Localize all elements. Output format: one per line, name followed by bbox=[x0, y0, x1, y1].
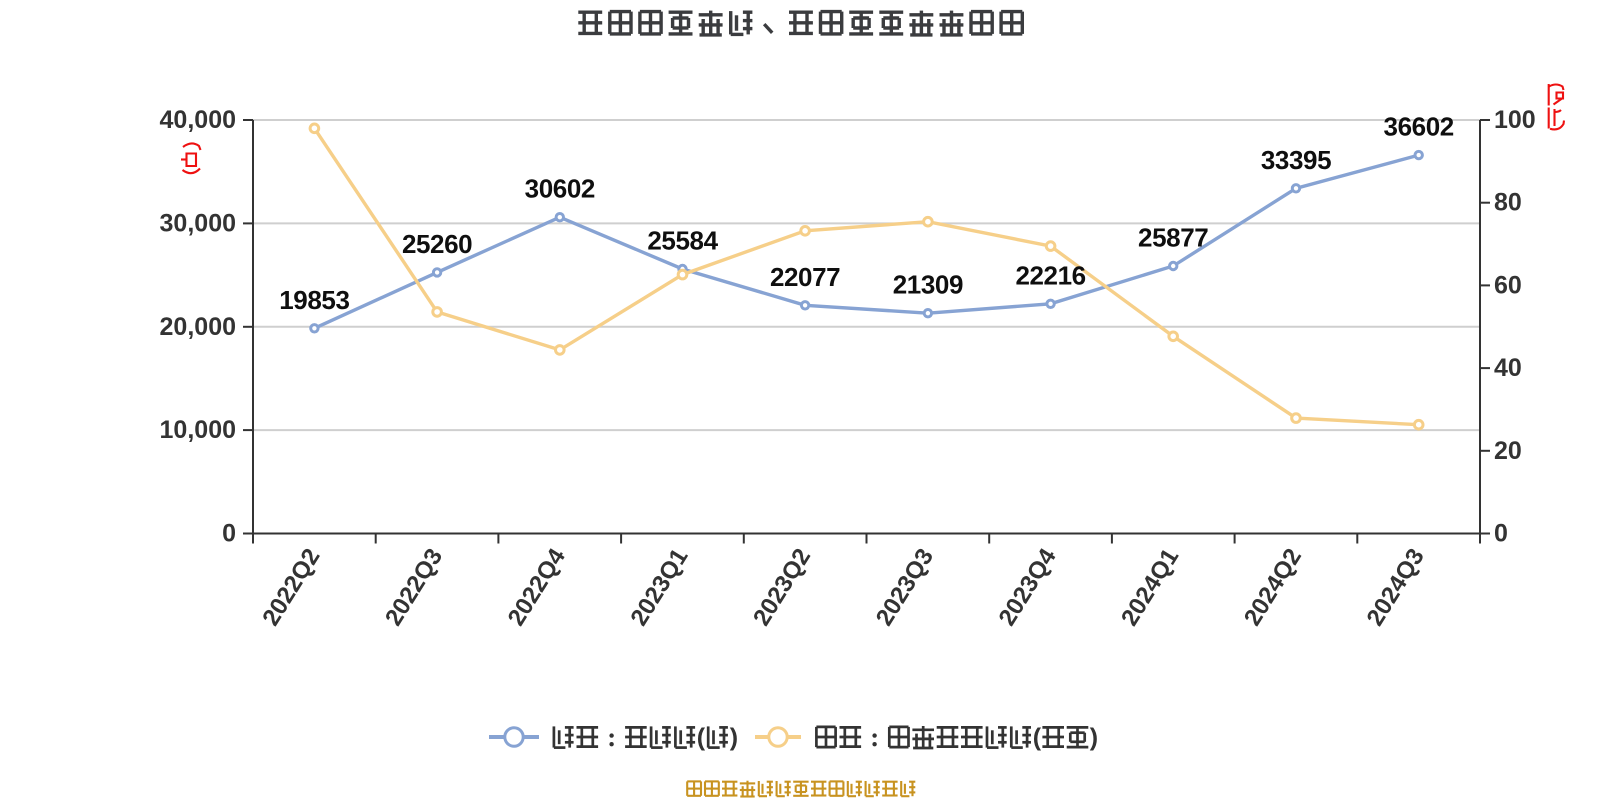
svg-text:2024Q1: 2024Q1 bbox=[1116, 544, 1184, 631]
svg-text:25260: 25260 bbox=[402, 229, 472, 259]
svg-text:19853: 19853 bbox=[279, 285, 349, 315]
svg-text:10,000: 10,000 bbox=[160, 416, 236, 444]
svg-text:60: 60 bbox=[1494, 271, 1522, 299]
svg-text:80: 80 bbox=[1494, 189, 1522, 217]
svg-text:20,000: 20,000 bbox=[160, 313, 236, 341]
svg-text:0: 0 bbox=[1494, 520, 1508, 548]
svg-text:2023Q1: 2023Q1 bbox=[625, 544, 693, 631]
svg-text:2022Q2: 2022Q2 bbox=[257, 544, 325, 631]
svg-text:100: 100 bbox=[1494, 106, 1536, 134]
svg-text:2023Q2: 2023Q2 bbox=[748, 544, 816, 631]
svg-text:): ) bbox=[730, 724, 738, 752]
svg-text:30,000: 30,000 bbox=[160, 209, 236, 237]
svg-text:2022Q4: 2022Q4 bbox=[503, 543, 572, 630]
svg-text:25877: 25877 bbox=[1138, 223, 1208, 253]
svg-text:40: 40 bbox=[1494, 354, 1522, 382]
svg-text:(: ( bbox=[1033, 724, 1042, 752]
svg-text:20: 20 bbox=[1494, 437, 1522, 465]
svg-text:40,000: 40,000 bbox=[160, 106, 236, 134]
svg-text:30602: 30602 bbox=[525, 174, 595, 204]
svg-text:22216: 22216 bbox=[1015, 260, 1085, 290]
svg-text:0: 0 bbox=[222, 520, 236, 548]
svg-text:2023Q3: 2023Q3 bbox=[871, 544, 939, 631]
svg-text:36602: 36602 bbox=[1384, 112, 1454, 142]
svg-text:2022Q3: 2022Q3 bbox=[380, 544, 448, 631]
svg-text:(: ( bbox=[697, 724, 706, 752]
svg-text:21309: 21309 bbox=[893, 270, 963, 300]
svg-text:): ) bbox=[1090, 724, 1098, 752]
svg-text:25584: 25584 bbox=[647, 226, 718, 256]
svg-text:22077: 22077 bbox=[770, 262, 840, 292]
svg-text:33395: 33395 bbox=[1261, 145, 1331, 175]
svg-text:2023Q4: 2023Q4 bbox=[994, 543, 1063, 630]
svg-text:2024Q2: 2024Q2 bbox=[1239, 544, 1307, 631]
svg-text:2024Q3: 2024Q3 bbox=[1362, 544, 1430, 631]
